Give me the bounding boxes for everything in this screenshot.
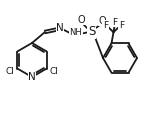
Text: N: N: [56, 23, 64, 33]
Text: NH: NH: [70, 28, 82, 37]
Text: Cl: Cl: [6, 67, 15, 76]
Text: O: O: [98, 16, 106, 26]
Text: S: S: [88, 25, 95, 38]
Text: F: F: [103, 21, 108, 30]
Text: F: F: [119, 21, 124, 30]
Text: O: O: [77, 15, 85, 25]
Text: F: F: [112, 18, 117, 27]
Text: N: N: [28, 72, 36, 83]
Text: Cl: Cl: [49, 67, 58, 76]
